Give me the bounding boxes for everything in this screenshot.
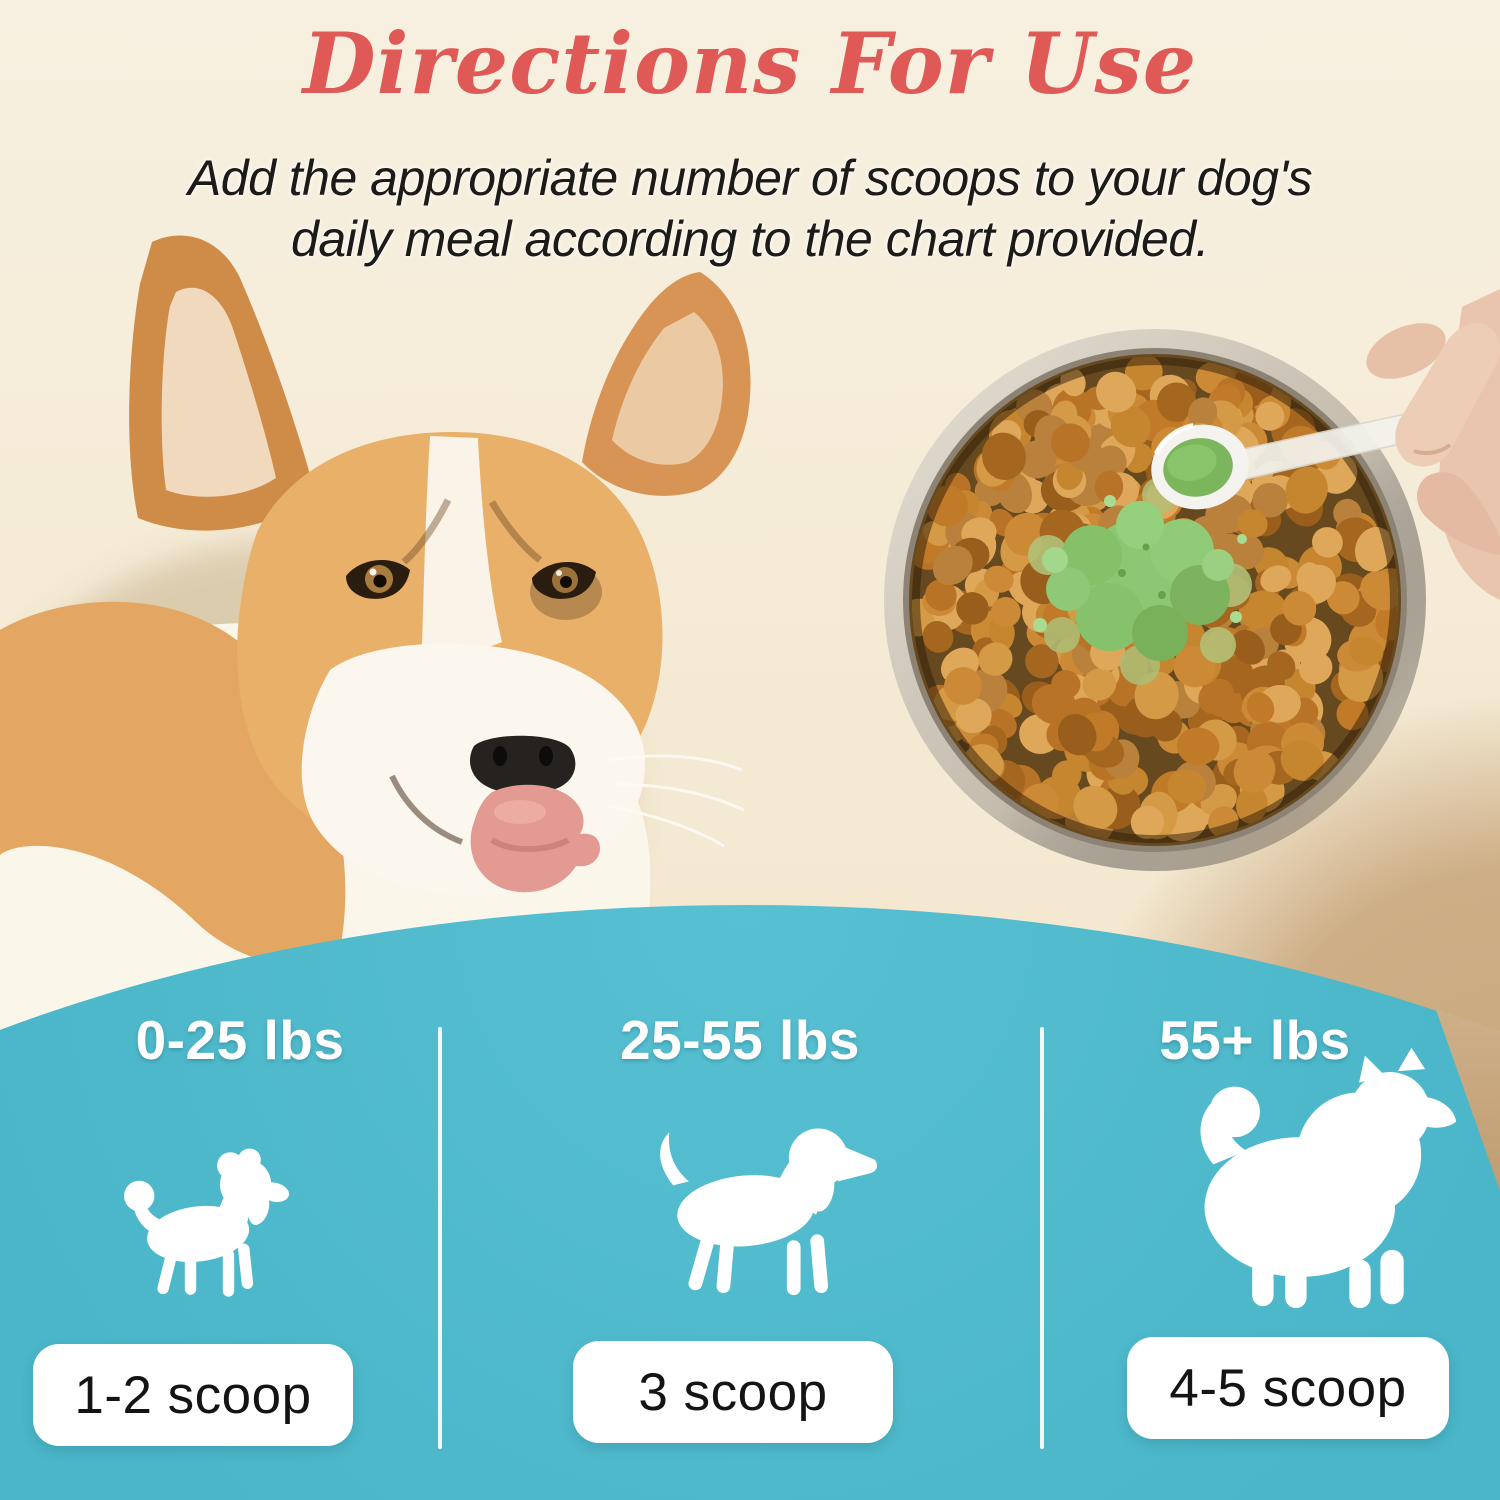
medium-dog-icon: [660, 1128, 878, 1296]
scoop-amount-label: 3 scoop: [638, 1362, 828, 1422]
corgi-right-eye: [530, 561, 602, 620]
column-divider: [1040, 1027, 1044, 1449]
subtitle-line-1: Add the appropriate number of scoops to …: [187, 150, 1313, 206]
large-dog-icon: [1200, 1047, 1457, 1309]
small-dog-icon: [124, 1148, 290, 1297]
scoop-amount-label: 1-2 scoop: [74, 1365, 312, 1425]
scoop-amount-medium: 3 scoop: [573, 1341, 893, 1443]
scoop-amount-label: 4-5 scoop: [1169, 1358, 1407, 1418]
column-divider: [438, 1027, 442, 1449]
subtitle-line-2: daily meal according to the chart provid…: [291, 211, 1209, 267]
scoop-amount-small: 1-2 scoop: [33, 1344, 353, 1446]
nostril: [539, 746, 553, 766]
weight-label-small: 0-25 lbs: [135, 1009, 345, 1071]
kibble-bowl-photo: [884, 289, 1500, 871]
page-title: Directions For Use: [302, 14, 1198, 113]
scoop-amount-large: 4-5 scoop: [1127, 1337, 1449, 1439]
subtitle: Add the appropriate number of scoops to …: [0, 148, 1500, 270]
tongue-highlight: [494, 800, 546, 824]
nostril: [493, 746, 507, 766]
weight-label-medium: 25-55 lbs: [620, 1009, 860, 1071]
